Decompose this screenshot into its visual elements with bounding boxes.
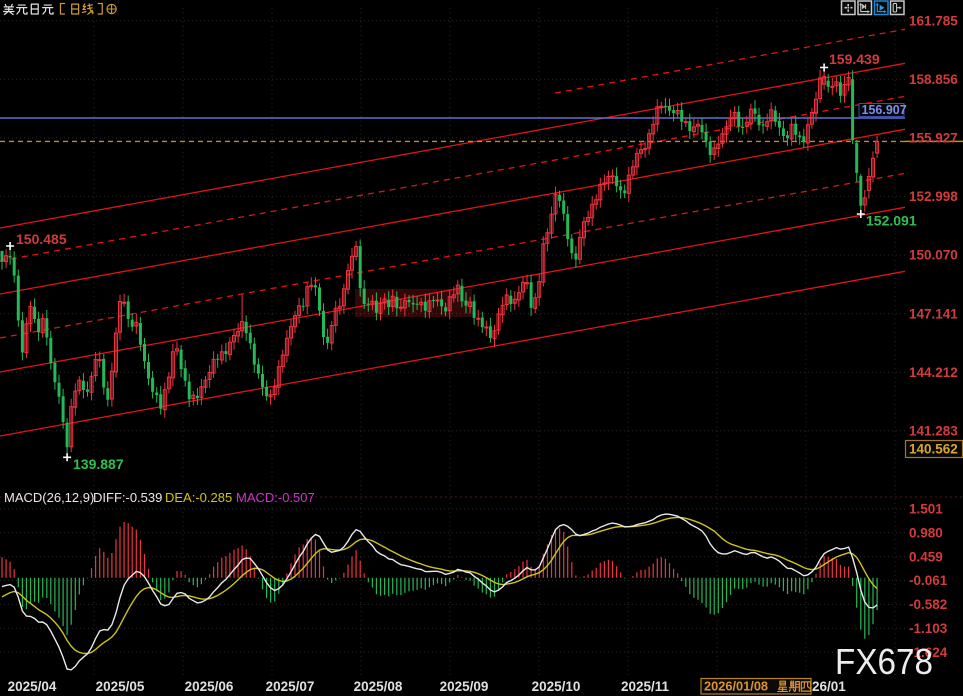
svg-text:0.980: 0.980 [909,526,943,541]
svg-text:2025/04: 2025/04 [8,679,57,694]
svg-text:2025/05: 2025/05 [96,679,145,694]
svg-text:161.785: 161.785 [909,13,958,28]
svg-text:141.283: 141.283 [909,424,958,439]
svg-text:152.998: 152.998 [909,189,958,204]
svg-text:159.439: 159.439 [829,51,880,67]
svg-text:155.927: 155.927 [909,131,958,146]
svg-text:0.459: 0.459 [909,549,943,564]
svg-text:150.485: 150.485 [16,231,67,247]
svg-text:FX678: FX678 [835,641,933,682]
svg-text:2025/08: 2025/08 [354,679,403,694]
svg-text:152.091: 152.091 [866,213,917,229]
svg-text:158.856: 158.856 [909,72,958,87]
svg-text:26/01: 26/01 [812,679,846,694]
svg-text:DEA:-0.285: DEA:-0.285 [165,490,232,505]
svg-text:2025/11: 2025/11 [621,679,670,694]
svg-text:DIFF:-0.539: DIFF:-0.539 [93,490,162,505]
svg-text:144.212: 144.212 [909,365,958,380]
svg-text:2025/10: 2025/10 [532,679,581,694]
svg-text:MACD(26,12,9): MACD(26,12,9) [4,490,94,505]
svg-text:147.141: 147.141 [909,306,958,321]
svg-text:2025/09: 2025/09 [440,679,489,694]
svg-text:2025/07: 2025/07 [266,679,315,694]
svg-text:-1.624: -1.624 [909,645,948,660]
svg-text:1.501: 1.501 [909,502,943,517]
svg-text:MACD:-0.507: MACD:-0.507 [236,490,315,505]
svg-text:-1.103: -1.103 [909,621,948,636]
svg-text:156.907: 156.907 [862,103,907,117]
svg-text:-0.061: -0.061 [909,573,948,588]
svg-text:139.887: 139.887 [73,456,124,472]
svg-text:2025/06: 2025/06 [185,679,234,694]
svg-text:2026/01/08: 2026/01/08 [704,679,768,694]
svg-text:140.562: 140.562 [909,442,958,457]
svg-text:-0.582: -0.582 [909,597,947,612]
svg-text:150.070: 150.070 [909,248,958,263]
